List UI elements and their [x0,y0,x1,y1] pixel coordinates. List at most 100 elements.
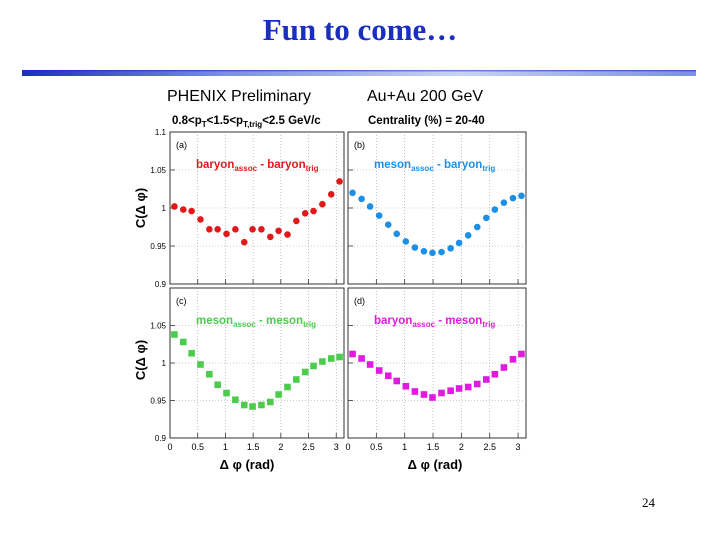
panel-d: 0 0.5 1 1.5 2 2.5 3 (d) baryonassoc - mesontrig [345,287,527,452]
page-number: 24 [642,495,655,510]
data-point [336,178,343,185]
data-point [249,225,256,233]
data-point [464,232,472,239]
data-point [464,383,472,391]
data-point [310,207,317,215]
data-point [393,377,401,385]
data-point [284,231,291,238]
data-point [473,223,481,231]
data-point [214,381,221,389]
data-point [429,249,436,257]
data-point [518,350,525,358]
data-point [266,233,274,241]
data-point [293,376,300,383]
data-point [500,364,508,371]
panel-b: (b) mesonassoc - baryontrig [347,131,527,285]
x-tick-label: 0.5 [191,442,204,452]
data-point [438,248,445,256]
panel-letter: (c) [176,296,187,306]
panel-frame [347,287,527,439]
data-point [438,389,445,397]
data-point [206,370,213,378]
data-point [366,203,374,210]
data-point [384,372,392,380]
data-point [447,244,454,252]
data-point [206,225,213,233]
y-tick-label: 0.95 [150,397,166,406]
y-tick-label: 1 [162,204,167,213]
data-point [249,403,256,410]
collision-system-label: Au+Au 200 GeV [367,88,484,105]
data-point [491,370,499,378]
data-point [275,227,282,235]
x-tick-label: 3 [516,442,521,452]
data-point [214,225,221,233]
data-point [301,210,309,217]
y-tick-label: 0.95 [150,242,166,251]
phenix-preliminary-label: PHENIX Preliminary [167,88,312,105]
y-axis-label-top: C(Δ φ) [133,188,148,228]
data-point [491,206,499,213]
panel-c-label: mesonassoc - mesontrig [196,315,316,329]
data-point [509,355,517,363]
panel-letter: (d) [354,296,365,306]
panel-letter: (b) [354,140,365,150]
data-point [375,367,383,374]
panel-d-label: baryonassoc - mesontrig [374,315,495,329]
data-point [420,391,428,398]
data-point [188,349,195,357]
x-axis-label-left: Δ φ (rad) [220,457,275,472]
panel-letter: (a) [176,140,187,150]
x-tick-label: 1.5 [247,442,260,452]
data-point [266,398,274,406]
data-point [197,216,204,223]
data-point [179,206,187,213]
data-point [319,358,326,365]
data-point [349,350,356,358]
x-tick-label: 1 [223,442,228,452]
data-point [447,387,454,395]
data-point [275,391,282,398]
data-point [411,388,419,395]
data-point [411,244,419,251]
x-tick-label: 2 [278,442,283,452]
x-axis-label-right: Δ φ (rad) [408,457,463,472]
data-point [473,380,481,388]
y-tick-label: 1.05 [150,166,166,175]
y-tick-label: 1.1 [155,128,167,137]
x-tick-label: 2.5 [302,442,315,452]
y-tick-label: 0.9 [155,280,167,289]
data-point [402,382,410,390]
x-tick-label: 0.5 [370,442,383,452]
data-point [366,361,374,368]
data-point [336,353,343,361]
data-point [319,200,326,208]
y-tick-label: 1.05 [150,322,166,331]
title-divider [22,70,696,76]
panel-b-label: mesonassoc - baryontrig [374,159,495,173]
data-point [518,192,525,200]
data-point [293,217,300,225]
data-point [258,225,265,233]
data-point [509,194,517,202]
x-tick-label: 1 [402,442,407,452]
data-point [455,239,463,247]
data-point [358,195,365,203]
data-point [301,368,309,376]
data-point [500,199,508,206]
momentum-range-header: 0.8<pT<1.5<pT,trig<2.5 GeV/c [172,115,321,129]
x-tick-label: 0 [345,442,350,452]
data-point [179,338,187,346]
data-point [240,401,248,409]
x-tick-label: 2.5 [483,442,496,452]
x-tick-label: 3 [334,442,339,452]
data-point [455,385,463,392]
centrality-header: Centrality (%) = 20-40 [368,115,485,127]
data-point [483,376,490,383]
data-point [349,189,356,197]
data-point [284,383,291,391]
data-point [223,230,230,238]
data-point [429,394,436,401]
y-tick-label: 1 [162,359,167,368]
y-axis-label-bottom: C(Δ φ) [133,340,148,380]
